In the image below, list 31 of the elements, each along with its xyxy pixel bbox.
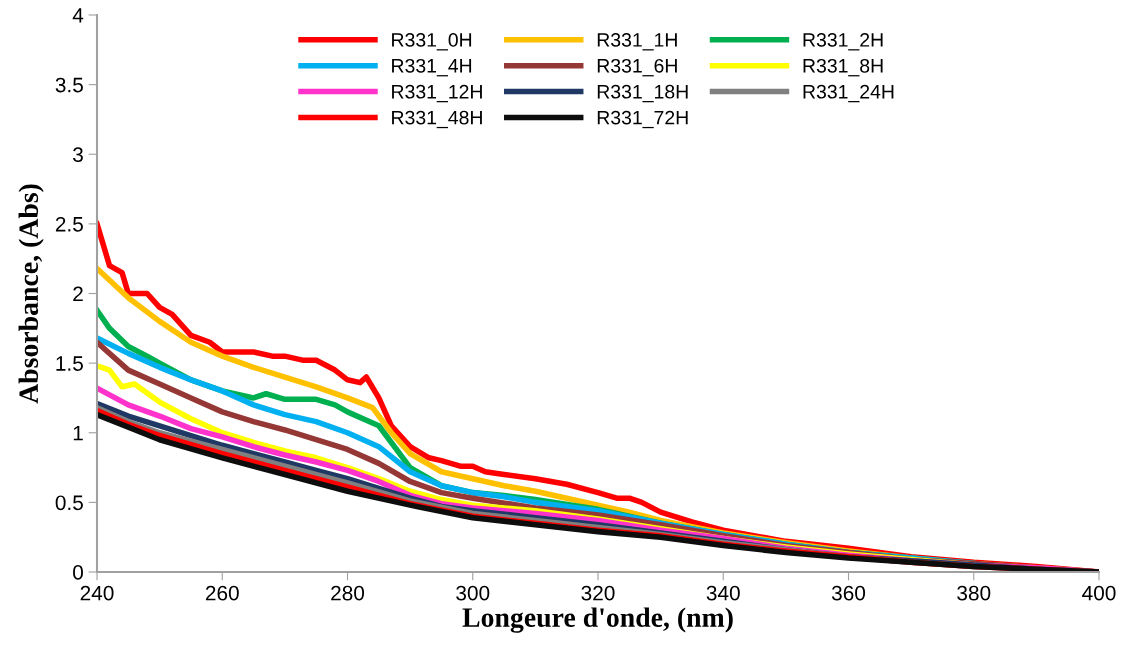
legend-label: R331_4H xyxy=(392,58,472,77)
y-axis-title: Absorbance, (Abs) xyxy=(18,184,44,404)
legend-label: R331_6H xyxy=(597,58,677,77)
x-tick-label: 300 xyxy=(456,585,490,601)
y-tick-label: 2 xyxy=(73,286,83,302)
legend-label: R331_0H xyxy=(392,33,472,51)
legend-label: R331_2H xyxy=(803,33,883,51)
x-tick-label: 400 xyxy=(1082,585,1116,601)
x-tick-label: 260 xyxy=(205,585,239,601)
x-axis-title: Longeure d'onde, (nm) xyxy=(462,607,733,633)
legend-label: R331_1H xyxy=(597,33,677,51)
legend-label: R331_72H xyxy=(597,110,688,129)
x-tick-label: 340 xyxy=(706,585,740,601)
x-tick-label: 360 xyxy=(831,585,866,601)
y-tick-label: 4 xyxy=(72,8,84,23)
legend-label: R331_18H xyxy=(597,84,688,103)
legend-label: R331_8H xyxy=(803,58,883,77)
y-tick-label: 1.5 xyxy=(56,356,83,371)
y-tick-label: 1 xyxy=(73,425,83,441)
legend-label: R331_48H xyxy=(392,110,482,129)
x-tick-label: 240 xyxy=(80,585,114,601)
y-tick-label: 0 xyxy=(73,565,83,580)
x-tick-label: 320 xyxy=(581,585,615,601)
y-tick-label: 2.5 xyxy=(55,216,83,232)
x-tick-label: 380 xyxy=(957,585,991,601)
legend-label: R331_24H xyxy=(803,84,894,103)
x-tick-label: 280 xyxy=(331,585,365,601)
y-tick-label: 3 xyxy=(73,147,83,162)
y-tick-label: 0.5 xyxy=(55,495,83,511)
y-tick-label: 3.5 xyxy=(55,77,83,93)
legend-label: R331_12H xyxy=(392,84,482,103)
